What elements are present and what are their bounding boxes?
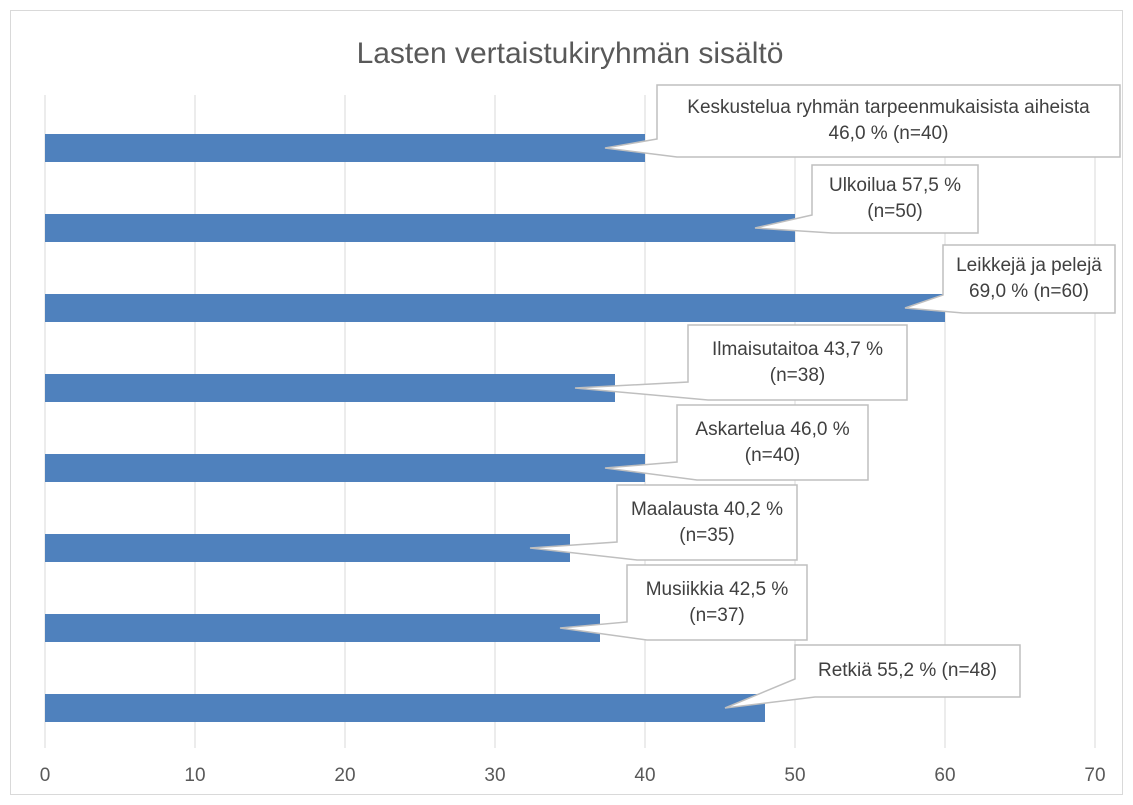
x-tick-label: 40	[634, 765, 655, 786]
bar	[45, 214, 795, 242]
data-label: Maalausta 40,2 % (n=35)	[630, 498, 784, 546]
data-label: Leikkejä ja pelejä 69,0 % (n=60)	[956, 255, 1102, 302]
x-tick-label: 10	[184, 765, 205, 786]
data-label: Ilmaisutaitoa 43,7 % (n=38)	[711, 338, 884, 386]
callout	[574, 324, 908, 401]
bar	[45, 134, 645, 162]
x-tick-label: 70	[1084, 765, 1105, 786]
data-label-box: Leikkejä ja pelejä 69,0 % (n=60)	[956, 255, 1102, 302]
chart-title: Lasten vertaistukiryhmän sisältö	[357, 37, 784, 70]
callout	[724, 644, 1021, 709]
data-label-box: Askartelua 46,0 % (n=40)	[695, 418, 850, 466]
data-label: Keskustelua ryhmän tarpeenmukaisista aih…	[687, 97, 1090, 144]
data-label: Askartelua 46,0 % (n=40)	[695, 418, 850, 466]
data-label: Retkiä 55,2 % (n=48)	[817, 660, 997, 681]
bar	[45, 454, 645, 482]
bar	[45, 534, 570, 562]
x-tick-label: 30	[484, 765, 505, 786]
callout	[604, 84, 1121, 158]
data-label-box: Ulkoilua 57,5 % (n=50)	[828, 175, 962, 222]
bar	[45, 694, 765, 722]
x-tick-label: 0	[40, 765, 51, 786]
callout	[529, 484, 798, 561]
callout	[754, 164, 979, 234]
x-tick-label: 60	[934, 765, 955, 786]
bar	[45, 614, 600, 642]
data-label-box: Keskustelua ryhmän tarpeenmukaisista aih…	[687, 97, 1090, 144]
data-label-box: Retkiä 55,2 % (n=48)	[817, 660, 997, 681]
callout	[559, 564, 808, 641]
data-label-box: Musiikkia 42,5 % (n=37)	[645, 578, 789, 626]
data-label-box: Maalausta 40,2 % (n=35)	[630, 498, 784, 546]
bar	[45, 374, 615, 402]
data-label-box: Ilmaisutaitoa 43,7 % (n=38)	[711, 338, 884, 386]
bar	[45, 294, 945, 322]
data-label: Musiikkia 42,5 % (n=37)	[645, 578, 789, 626]
x-tick-label: 20	[334, 765, 355, 786]
callout	[604, 404, 869, 481]
data-label: Ulkoilua 57,5 % (n=50)	[828, 175, 962, 222]
x-tick-label: 50	[784, 765, 805, 786]
callout	[904, 244, 1116, 314]
